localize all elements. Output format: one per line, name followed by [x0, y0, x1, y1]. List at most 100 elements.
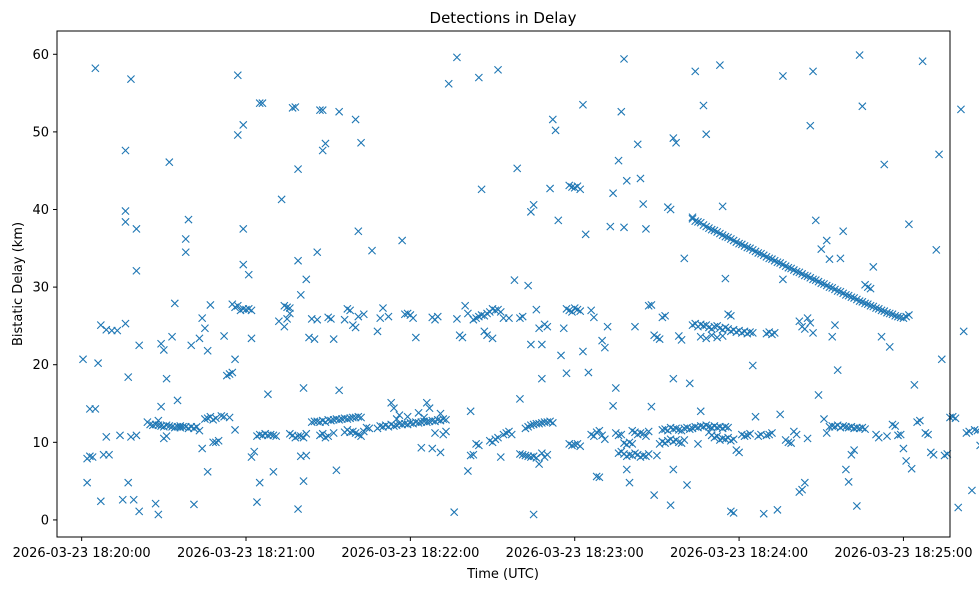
data-point-143	[294, 432, 303, 441]
data-point-453	[672, 138, 681, 147]
data-point-422	[622, 465, 631, 474]
data-point-343	[537, 340, 546, 349]
data-point-703	[896, 430, 905, 439]
data-point-72	[181, 234, 190, 243]
data-point-353	[529, 510, 538, 519]
data-point-486	[669, 374, 678, 383]
data-point-7	[85, 404, 94, 413]
data-point-416	[611, 384, 620, 392]
data-point-558	[883, 308, 891, 317]
data-point-543	[841, 290, 850, 299]
data-point-136	[291, 103, 300, 112]
data-point-145	[299, 433, 308, 442]
data-point-68	[168, 332, 177, 341]
data-point-374	[584, 368, 593, 377]
data-point-728	[965, 427, 974, 436]
data-point-237	[439, 415, 448, 424]
data-point-245	[392, 415, 401, 424]
data-point-48	[211, 414, 220, 423]
data-point-522	[784, 263, 793, 272]
data-point-178	[343, 415, 352, 424]
data-point-592	[707, 331, 716, 340]
data-point-349	[551, 126, 560, 135]
data-point-418	[617, 107, 626, 116]
data-point-189	[332, 466, 341, 475]
data-point-149	[299, 477, 308, 486]
data-point-306	[494, 65, 503, 74]
data-point-242	[384, 312, 393, 321]
data-point-534	[817, 279, 826, 288]
data-point-104	[233, 71, 242, 80]
data-point-293	[477, 185, 486, 194]
data-point-278	[469, 450, 478, 459]
data-point-456	[680, 254, 689, 263]
data-point-589	[748, 328, 757, 337]
data-point-371	[576, 442, 585, 451]
data-point-417	[614, 156, 623, 165]
data-point-42	[192, 422, 201, 431]
data-point-375	[587, 306, 596, 315]
data-point-413	[639, 451, 648, 460]
data-point-730	[970, 425, 979, 434]
x-tick-label-4: 2026-03-23 18:24:00	[670, 546, 808, 561]
data-point-82	[203, 467, 212, 476]
data-point-499	[721, 232, 730, 241]
data-point-197	[354, 312, 363, 321]
data-point-307	[496, 307, 505, 316]
data-point-123	[255, 99, 264, 108]
data-point-32	[165, 422, 174, 431]
data-point-147	[294, 505, 303, 514]
data-point-356	[567, 307, 576, 316]
data-point-591	[702, 334, 711, 343]
data-point-92	[228, 368, 237, 377]
data-point-718	[937, 355, 946, 364]
data-point-504	[735, 239, 744, 248]
data-point-723	[951, 414, 960, 423]
data-point-344	[537, 374, 546, 383]
data-point-674	[806, 318, 815, 327]
data-point-54	[132, 266, 141, 275]
data-point-701	[891, 422, 900, 431]
data-point-716	[932, 245, 941, 254]
data-point-277	[466, 451, 475, 460]
data-point-431	[647, 300, 656, 309]
data-point-52	[126, 75, 135, 84]
data-point-158	[315, 106, 324, 115]
data-point-594	[718, 332, 727, 340]
data-point-451	[666, 205, 675, 214]
data-point-160	[318, 146, 327, 155]
data-point-59	[154, 510, 163, 519]
data-point-726	[959, 327, 968, 336]
data-point-673	[803, 314, 812, 323]
data-point-256	[420, 413, 429, 422]
data-point-268	[444, 79, 453, 88]
data-point-138	[294, 256, 303, 265]
data-point-73	[181, 248, 190, 257]
data-point-19	[126, 432, 135, 441]
data-point-624	[748, 361, 757, 370]
data-point-285	[477, 311, 486, 320]
data-point-731	[973, 426, 979, 435]
data-point-172	[326, 416, 335, 425]
data-point-528	[800, 271, 809, 280]
data-point-368	[567, 441, 576, 450]
data-point-469	[685, 425, 694, 434]
data-point-655	[822, 429, 831, 437]
data-point-388	[606, 222, 615, 231]
data-point-192	[340, 315, 349, 324]
data-point-625	[751, 412, 760, 421]
data-point-251	[403, 412, 412, 421]
data-point-689	[858, 102, 867, 111]
y-tick-label-5: 50	[32, 125, 49, 140]
data-point-101	[247, 306, 256, 315]
data-point-675	[809, 328, 818, 337]
data-point-15	[102, 432, 111, 441]
data-point-386	[600, 343, 609, 352]
data-point-252	[409, 314, 418, 323]
data-point-545	[847, 293, 856, 302]
y-tick-label-3: 30	[32, 281, 49, 296]
data-point-525	[792, 267, 801, 276]
data-point-639	[778, 275, 787, 284]
data-point-650	[809, 67, 818, 76]
data-point-334	[537, 449, 546, 458]
